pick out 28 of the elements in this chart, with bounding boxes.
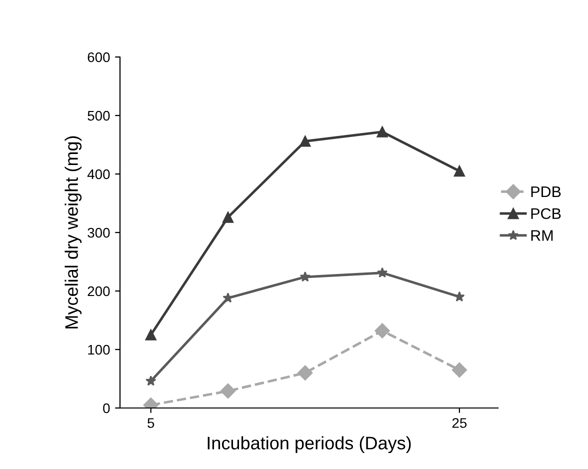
- point: [452, 362, 467, 378]
- point: [454, 291, 465, 302]
- y-tick-label: 300: [88, 228, 110, 238]
- legend-label: PDB: [531, 186, 561, 198]
- point: [376, 126, 388, 138]
- point: [222, 292, 234, 303]
- point: [220, 383, 236, 399]
- x-tick-label: 25: [452, 418, 467, 428]
- point: [376, 267, 388, 278]
- y-tick-label: 100: [88, 344, 110, 355]
- y-axis-title: Mycelial dry weight (mg): [64, 136, 82, 328]
- point: [298, 365, 313, 380]
- point: [146, 376, 156, 386]
- legend-label: PCB: [531, 208, 561, 220]
- point: [454, 166, 465, 177]
- x-tick-label: 5: [148, 418, 154, 428]
- y-tick-label: 0: [103, 403, 110, 414]
- point: [222, 212, 234, 223]
- y-tick-label: 200: [88, 286, 110, 296]
- point: [300, 136, 311, 147]
- legend-label: RM: [531, 230, 553, 241]
- x-axis-title: Incubation periods (Days): [208, 436, 411, 454]
- y-tick-label: 400: [87, 169, 110, 180]
- y-tick-label: 600: [88, 52, 110, 62]
- point: [374, 323, 390, 338]
- y-tick-label: 500: [88, 110, 110, 121]
- point: [300, 271, 310, 282]
- point: [145, 329, 156, 340]
